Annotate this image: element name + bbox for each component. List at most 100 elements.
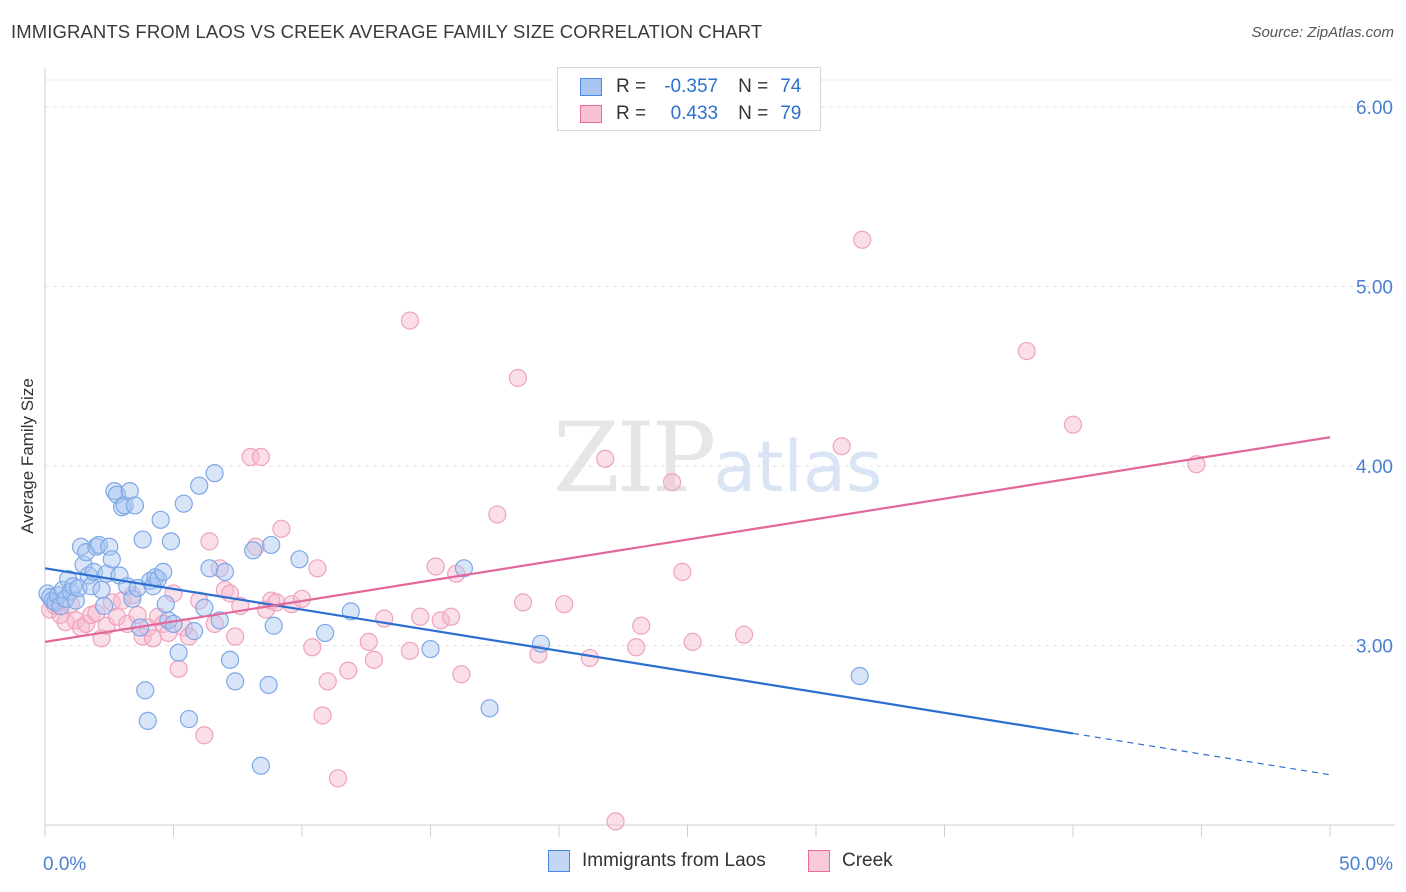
source-label: Source: ZipAtlas.com [1251,24,1394,41]
legend-label-creek: Creek [842,850,893,871]
creek-point [683,632,702,651]
laos-trend-line [44,567,1074,735]
creek-point [411,607,430,626]
legend-r-label: R = [616,76,647,97]
laos-point [262,535,281,555]
legend-n-label: N = [738,103,769,124]
watermark-zip: ZIP [553,402,716,514]
series-legend: Immigrants from Laos Creek [0,850,1406,880]
creek-point [488,505,507,524]
creek-point [292,589,312,608]
creek-point [359,632,378,651]
laos-point [226,672,245,691]
laos-point [138,711,157,730]
laos-point [87,537,106,556]
creek-point [107,607,127,626]
laos-point [259,675,278,695]
creek-point [662,473,682,492]
laos-point [164,614,183,634]
watermark: ZIPatlas [553,402,882,514]
laos-point [264,616,283,635]
creek-point [626,638,646,657]
creek-point [272,519,291,538]
legend-row-laos: R = -0.357 N = 74 [580,75,801,99]
laos-point [215,562,234,581]
creek-point [606,812,625,831]
creek-point [215,580,234,599]
laos-point [102,550,121,569]
laos-point [169,643,188,662]
creek-point [529,645,548,664]
creek-point [832,437,851,456]
legend-item-laos[interactable]: Immigrants from Laos [548,850,766,872]
laos-point [120,481,139,501]
creek-point [97,616,116,635]
creek-trend-line [44,436,1331,643]
creek-point [210,559,229,578]
creek-point [555,595,574,614]
laos-swatch [580,78,602,96]
laos-point [133,530,152,549]
laos-point [115,496,134,515]
laos-point [421,639,440,659]
legend-n-value: 74 [780,76,802,97]
grid-lines [45,79,1395,646]
laos-point [480,699,499,718]
creek-point [267,593,286,612]
creek-legend-swatch [808,850,830,872]
x-tick-label: 0.0% [43,854,86,875]
laos-legend-swatch [548,850,570,872]
creek-point [441,607,461,626]
laos-point [316,623,335,643]
laos-point [184,622,204,641]
creek-point [431,611,450,630]
creek-point [580,648,599,668]
legend-r-value: 0.433 [670,103,719,124]
legend-row-creek: R = 0.433 N = 79 [580,102,801,126]
creek-point [87,604,106,623]
laos-point [205,464,224,483]
trend-lines [44,436,1331,776]
laos-point [179,709,199,729]
legend-n-value: 79 [780,103,802,124]
creek-point [452,665,471,684]
creek-point [313,706,332,725]
creek-point [734,625,754,644]
axes [44,68,1395,837]
laos-trend-extension [1072,732,1331,776]
laos-point [156,595,175,614]
creek-point [1017,341,1036,361]
laos-point [82,577,101,596]
legend-r-label: R = [616,103,647,124]
creek-point [241,447,260,467]
laos-point [95,596,114,616]
tick-labels: 3.00 4.00 5.00 6.00 0.0% 50.0% [43,98,1393,875]
y-tick-label: 6.00 [1356,98,1393,119]
laos-point [71,537,91,556]
creek-point [339,661,358,680]
creek-point [303,638,322,657]
legend-item-creek[interactable]: Creek [808,850,893,872]
creek-point [226,627,245,646]
creek-point [853,230,872,249]
laos-point [210,611,229,630]
watermark-atlas: atlas [713,426,883,508]
laos-point [244,541,263,560]
laos-point [341,602,360,621]
legend-n-label: N = [738,76,769,97]
creek-point [364,650,384,669]
chart-title: IMMIGRANTS FROM LAOS VS CREEK AVERAGE FA… [11,21,763,42]
laos-point [850,666,869,686]
laos-point [151,510,170,529]
laos-point [123,589,142,608]
legend-label-laos: Immigrants from Laos [582,850,766,871]
creek-point [632,616,651,635]
laos-point [174,494,193,513]
laos-point [125,496,145,515]
creek-point [200,532,219,551]
y-tick-label: 4.00 [1356,457,1393,478]
y-tick-label: 5.00 [1356,277,1393,298]
laos-point [161,532,181,551]
creek-point [400,641,420,660]
